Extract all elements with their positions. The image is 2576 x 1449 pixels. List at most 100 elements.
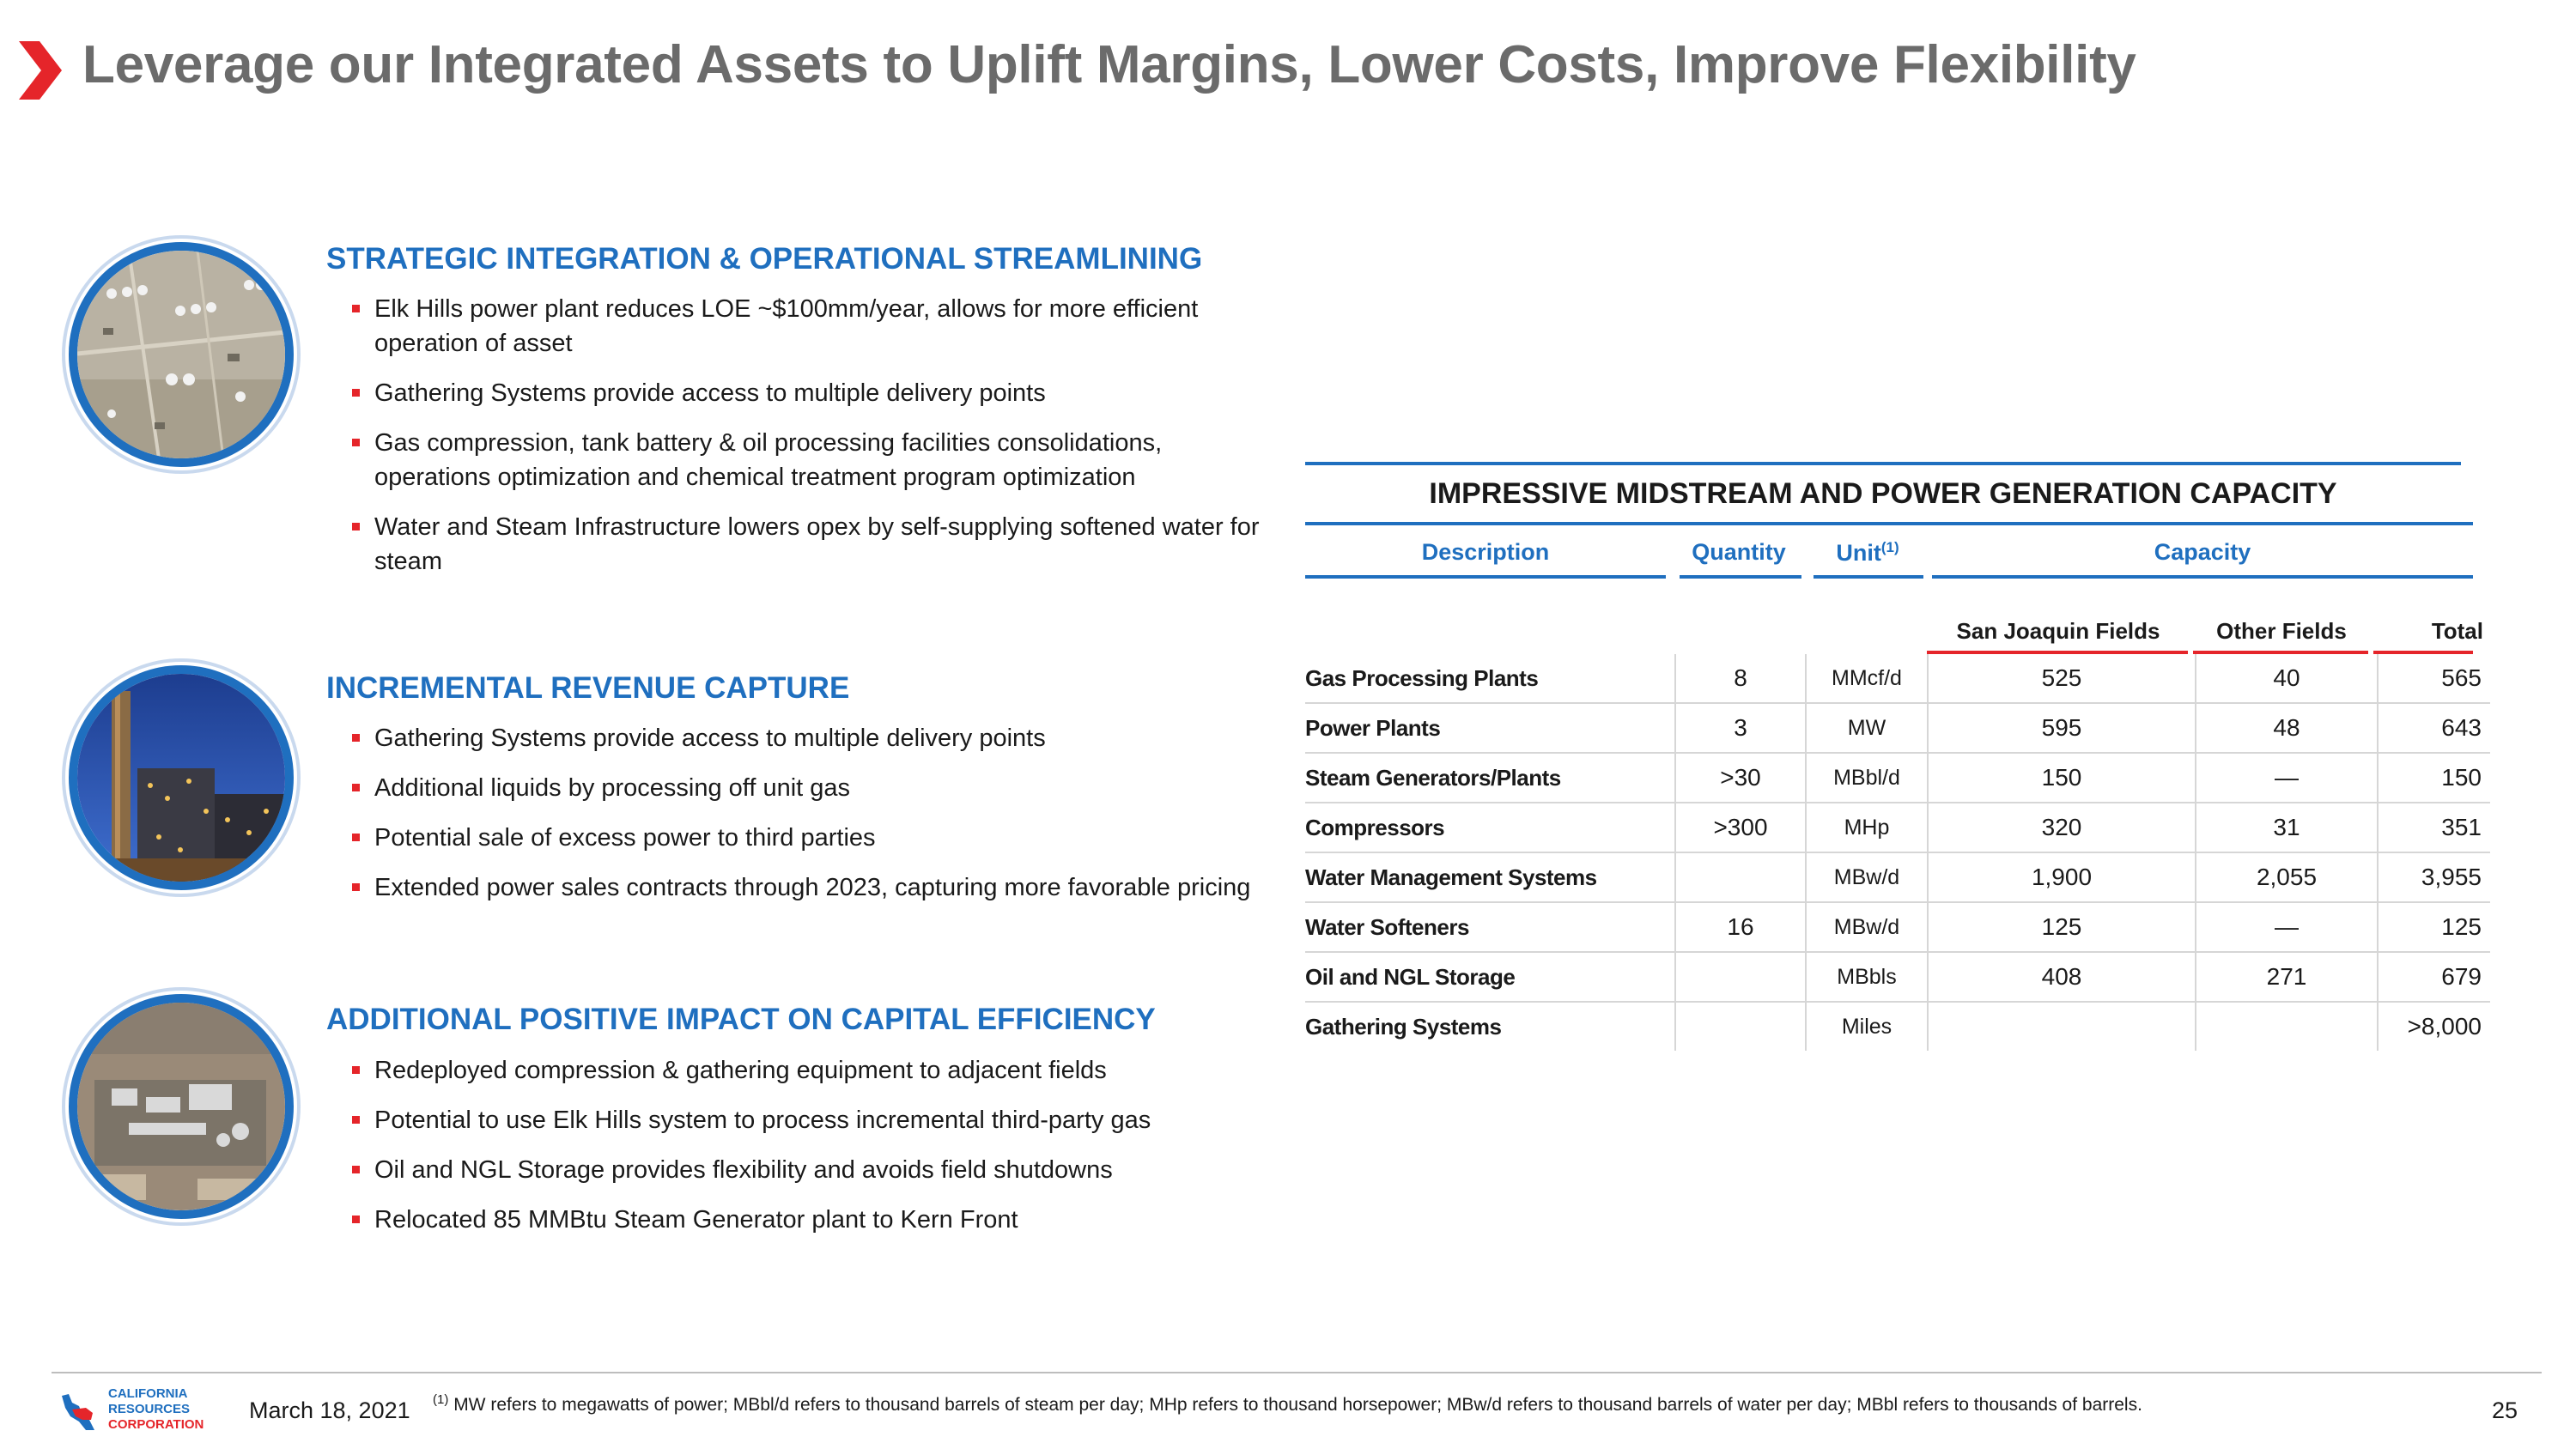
- bullet-item: Gas compression, tank battery & oil proc…: [352, 426, 1262, 494]
- row-unit: MBbl/d: [1805, 753, 1928, 803]
- description-header-rule: [1305, 575, 1666, 579]
- table-row: Power Plants 3 MW 595 48 643: [1305, 703, 2490, 754]
- oilfield-aerial-photo: [69, 242, 294, 467]
- row-san-joaquin: 1,900: [1927, 852, 2196, 903]
- row-unit: MMcf/d: [1805, 654, 1928, 704]
- row-description: Steam Generators/Plants: [1305, 753, 1675, 803]
- bullet-item: Potential to use Elk Hills system to pro…: [352, 1103, 1262, 1137]
- svg-text:CORPORATION: CORPORATION: [108, 1417, 204, 1432]
- row-san-joaquin: [1927, 1002, 2196, 1051]
- row-other-fields: 2,055: [2195, 852, 2378, 903]
- bullet-item: Water and Steam Infrastructure lowers op…: [352, 510, 1262, 579]
- row-total: 643: [2377, 703, 2490, 754]
- page-title: Leverage our Integrated Assets to Uplift…: [82, 35, 2136, 94]
- table-row: Gas Processing Plants 8 MMcf/d 525 40 56…: [1305, 654, 2490, 704]
- section-heading-strategic-integration: STRATEGIC INTEGRATION & OPERATIONAL STRE…: [326, 242, 1203, 276]
- subheader-san-joaquin: San Joaquin Fields: [1956, 618, 2160, 644]
- bullet-item: Extended power sales contracts through 2…: [352, 870, 1262, 905]
- other-fields-rule: [2193, 651, 2368, 654]
- table-row: Water Softeners 16 MBw/d 125 — 125: [1305, 902, 2490, 953]
- row-total: 679: [2377, 952, 2490, 1003]
- row-san-joaquin: 408: [1927, 952, 2196, 1003]
- footnote: (1) MW refers to megawatts of power; MBb…: [433, 1392, 2142, 1415]
- row-description: Power Plants: [1305, 703, 1675, 754]
- page-number: 25: [2492, 1397, 2518, 1423]
- row-description: Gathering Systems: [1305, 1013, 1502, 1040]
- table-row: Steam Generators/Plants >30 MBbl/d 150 —…: [1305, 753, 2490, 803]
- footnote-marker: (1): [433, 1392, 449, 1407]
- row-description: Compressors: [1305, 803, 1675, 853]
- row-unit: MBbls: [1805, 952, 1928, 1003]
- column-header-quantity: Quantity: [1692, 539, 1786, 565]
- row-other-fields: —: [2195, 753, 2378, 803]
- bullet-item: Gathering Systems provide access to mult…: [352, 721, 1262, 755]
- row-other-fields: 271: [2195, 952, 2378, 1003]
- processing-facility-aerial-photo: [69, 994, 294, 1219]
- bullet-item: Potential sale of excess power to third …: [352, 821, 1262, 855]
- table-title-rule: [1305, 522, 2473, 525]
- row-quantity: >300: [1674, 803, 1806, 853]
- row-quantity: [1674, 952, 1806, 1003]
- unit-header-rule: [1814, 575, 1923, 579]
- row-unit: MBw/d: [1805, 902, 1928, 953]
- bullet-item: Oil and NGL Storage provides flexibility…: [352, 1153, 1262, 1187]
- bullet-item: Gathering Systems provide access to mult…: [352, 376, 1262, 410]
- capacity-table: Gas Processing Plants 8 MMcf/d 525 40 56…: [1305, 654, 2490, 1051]
- row-other-fields: 31: [2195, 803, 2378, 853]
- total-rule: [2373, 651, 2473, 654]
- row-san-joaquin: 525: [1927, 654, 2196, 704]
- row-unit: MBw/d: [1805, 852, 1928, 903]
- row-other-fields: [2195, 1002, 2378, 1051]
- row-san-joaquin: 595: [1927, 703, 2196, 754]
- row-quantity: [1674, 852, 1806, 903]
- table-title: IMPRESSIVE MIDSTREAM AND POWER GENERATIO…: [1429, 477, 2337, 510]
- row-quantity: 3: [1674, 703, 1806, 754]
- title-chevron-icon: [19, 41, 62, 100]
- row-description: Gas Processing Plants: [1305, 654, 1675, 704]
- row-description: Water Management Systems: [1305, 852, 1675, 903]
- svg-text:RESOURCES: RESOURCES: [108, 1402, 190, 1416]
- power-plant-night-photo: [69, 665, 294, 890]
- row-unit: MW: [1805, 703, 1928, 754]
- row-san-joaquin: 320: [1927, 803, 2196, 853]
- row-total: >8,000: [2377, 1002, 2490, 1051]
- table-row: Water Management Systems MBw/d 1,900 2,0…: [1305, 852, 2490, 903]
- row-other-fields: —: [2195, 902, 2378, 953]
- subheader-total: Total: [2431, 618, 2483, 644]
- capital-efficiency-bullets: Redeployed compression & gathering equip…: [352, 1053, 1262, 1252]
- row-total: 565: [2377, 654, 2490, 704]
- row-unit: MHp: [1805, 803, 1928, 853]
- incremental-revenue-bullets: Gathering Systems provide access to mult…: [352, 721, 1262, 920]
- column-header-unit: Unit(1): [1836, 539, 1899, 566]
- row-quantity: 16: [1674, 902, 1806, 953]
- row-other-fields: 40: [2195, 654, 2378, 704]
- row-quantity: 8: [1674, 654, 1806, 704]
- san-joaquin-rule: [1927, 651, 2188, 654]
- table-row: Compressors >300 MHp 320 31 351: [1305, 803, 2490, 853]
- row-total: 351: [2377, 803, 2490, 853]
- bullet-item: Relocated 85 MMBtu Steam Generator plant…: [352, 1203, 1262, 1237]
- footer-rule: [52, 1372, 2542, 1373]
- row-description: Water Softeners: [1305, 902, 1675, 953]
- bullet-item: Elk Hills power plant reduces LOE ~$100m…: [352, 292, 1262, 361]
- company-logo: CALIFORNIA RESOURCES CORPORATION: [62, 1386, 204, 1432]
- row-san-joaquin: 150: [1927, 753, 2196, 803]
- quantity-header-rule: [1680, 575, 1801, 579]
- unit-footnote-marker: (1): [1880, 539, 1899, 555]
- row-other-fields: 48: [2195, 703, 2378, 754]
- capacity-header-rule: [1932, 575, 2473, 579]
- row-quantity: >30: [1674, 753, 1806, 803]
- section-heading-incremental-revenue: INCREMENTAL REVENUE CAPTURE: [326, 671, 850, 705]
- row-quantity: [1674, 1002, 1806, 1051]
- table-top-rule: [1305, 462, 2461, 465]
- strategic-integration-bullets: Elk Hills power plant reduces LOE ~$100m…: [352, 292, 1262, 594]
- row-total: 150: [2377, 753, 2490, 803]
- row-total: 125: [2377, 902, 2490, 953]
- row-total: 3,955: [2377, 852, 2490, 903]
- bullet-item: Additional liquids by processing off uni…: [352, 771, 1262, 805]
- table-row: Oil and NGL Storage MBbls 408 271 679: [1305, 952, 2490, 1003]
- bullet-item: Redeployed compression & gathering equip…: [352, 1053, 1262, 1088]
- section-heading-capital-efficiency: ADDITIONAL POSITIVE IMPACT ON CAPITAL EF…: [326, 1003, 1156, 1036]
- footer-date: March 18, 2021: [249, 1397, 410, 1423]
- subheader-other-fields: Other Fields: [2216, 618, 2347, 644]
